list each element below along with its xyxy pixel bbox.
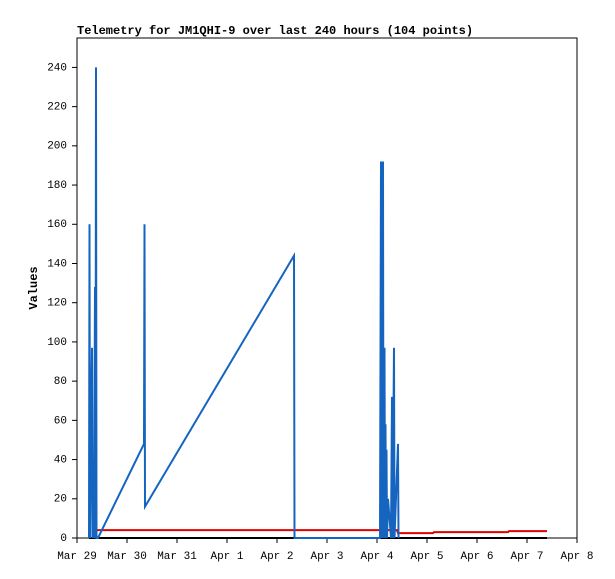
x-tick-label: Apr 4 xyxy=(360,551,393,563)
chart-title: Telemetry for JM1QHI-9 over last 240 hou… xyxy=(77,24,473,38)
x-tick-label: Apr 5 xyxy=(410,551,443,563)
y-tick-label: 160 xyxy=(47,219,67,231)
x-tick-label: Apr 6 xyxy=(460,551,493,563)
x-tick-label: Mar 29 xyxy=(57,551,97,563)
x-tick-label: Mar 30 xyxy=(107,551,147,563)
y-tick-label: 220 xyxy=(47,102,67,114)
y-tick-label: 60 xyxy=(54,415,67,427)
x-tick-label: Apr 3 xyxy=(310,551,343,563)
y-tick-label: 240 xyxy=(47,62,67,74)
x-tick-label: Apr 8 xyxy=(560,551,593,563)
x-tick-label: Apr 2 xyxy=(260,551,293,563)
y-tick-label: 100 xyxy=(47,337,67,349)
y-axis-label: Values xyxy=(27,266,41,309)
y-tick-label: 80 xyxy=(54,376,67,388)
y-tick-label: 0 xyxy=(60,533,67,545)
series-line xyxy=(88,67,400,539)
x-tick-label: Mar 31 xyxy=(157,551,197,563)
series-line xyxy=(97,529,547,535)
y-tick-label: 20 xyxy=(54,494,67,506)
plot-frame xyxy=(76,37,578,539)
x-tick-label: Apr 1 xyxy=(210,551,243,563)
y-tick-label: 200 xyxy=(47,141,67,153)
y-tick-label: 40 xyxy=(54,454,67,466)
y-tick-label: 180 xyxy=(47,180,67,192)
x-tick-label: Apr 7 xyxy=(510,551,543,563)
y-tick-label: 120 xyxy=(47,298,67,310)
y-tick-label: 140 xyxy=(47,258,67,270)
